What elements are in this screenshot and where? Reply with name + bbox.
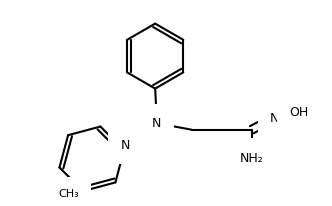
Text: NH₂: NH₂ xyxy=(240,151,264,164)
Text: N: N xyxy=(270,111,280,124)
Text: OH: OH xyxy=(290,105,309,118)
Text: N: N xyxy=(152,117,161,130)
Text: CH₃: CH₃ xyxy=(59,188,80,198)
Text: N: N xyxy=(120,138,129,151)
